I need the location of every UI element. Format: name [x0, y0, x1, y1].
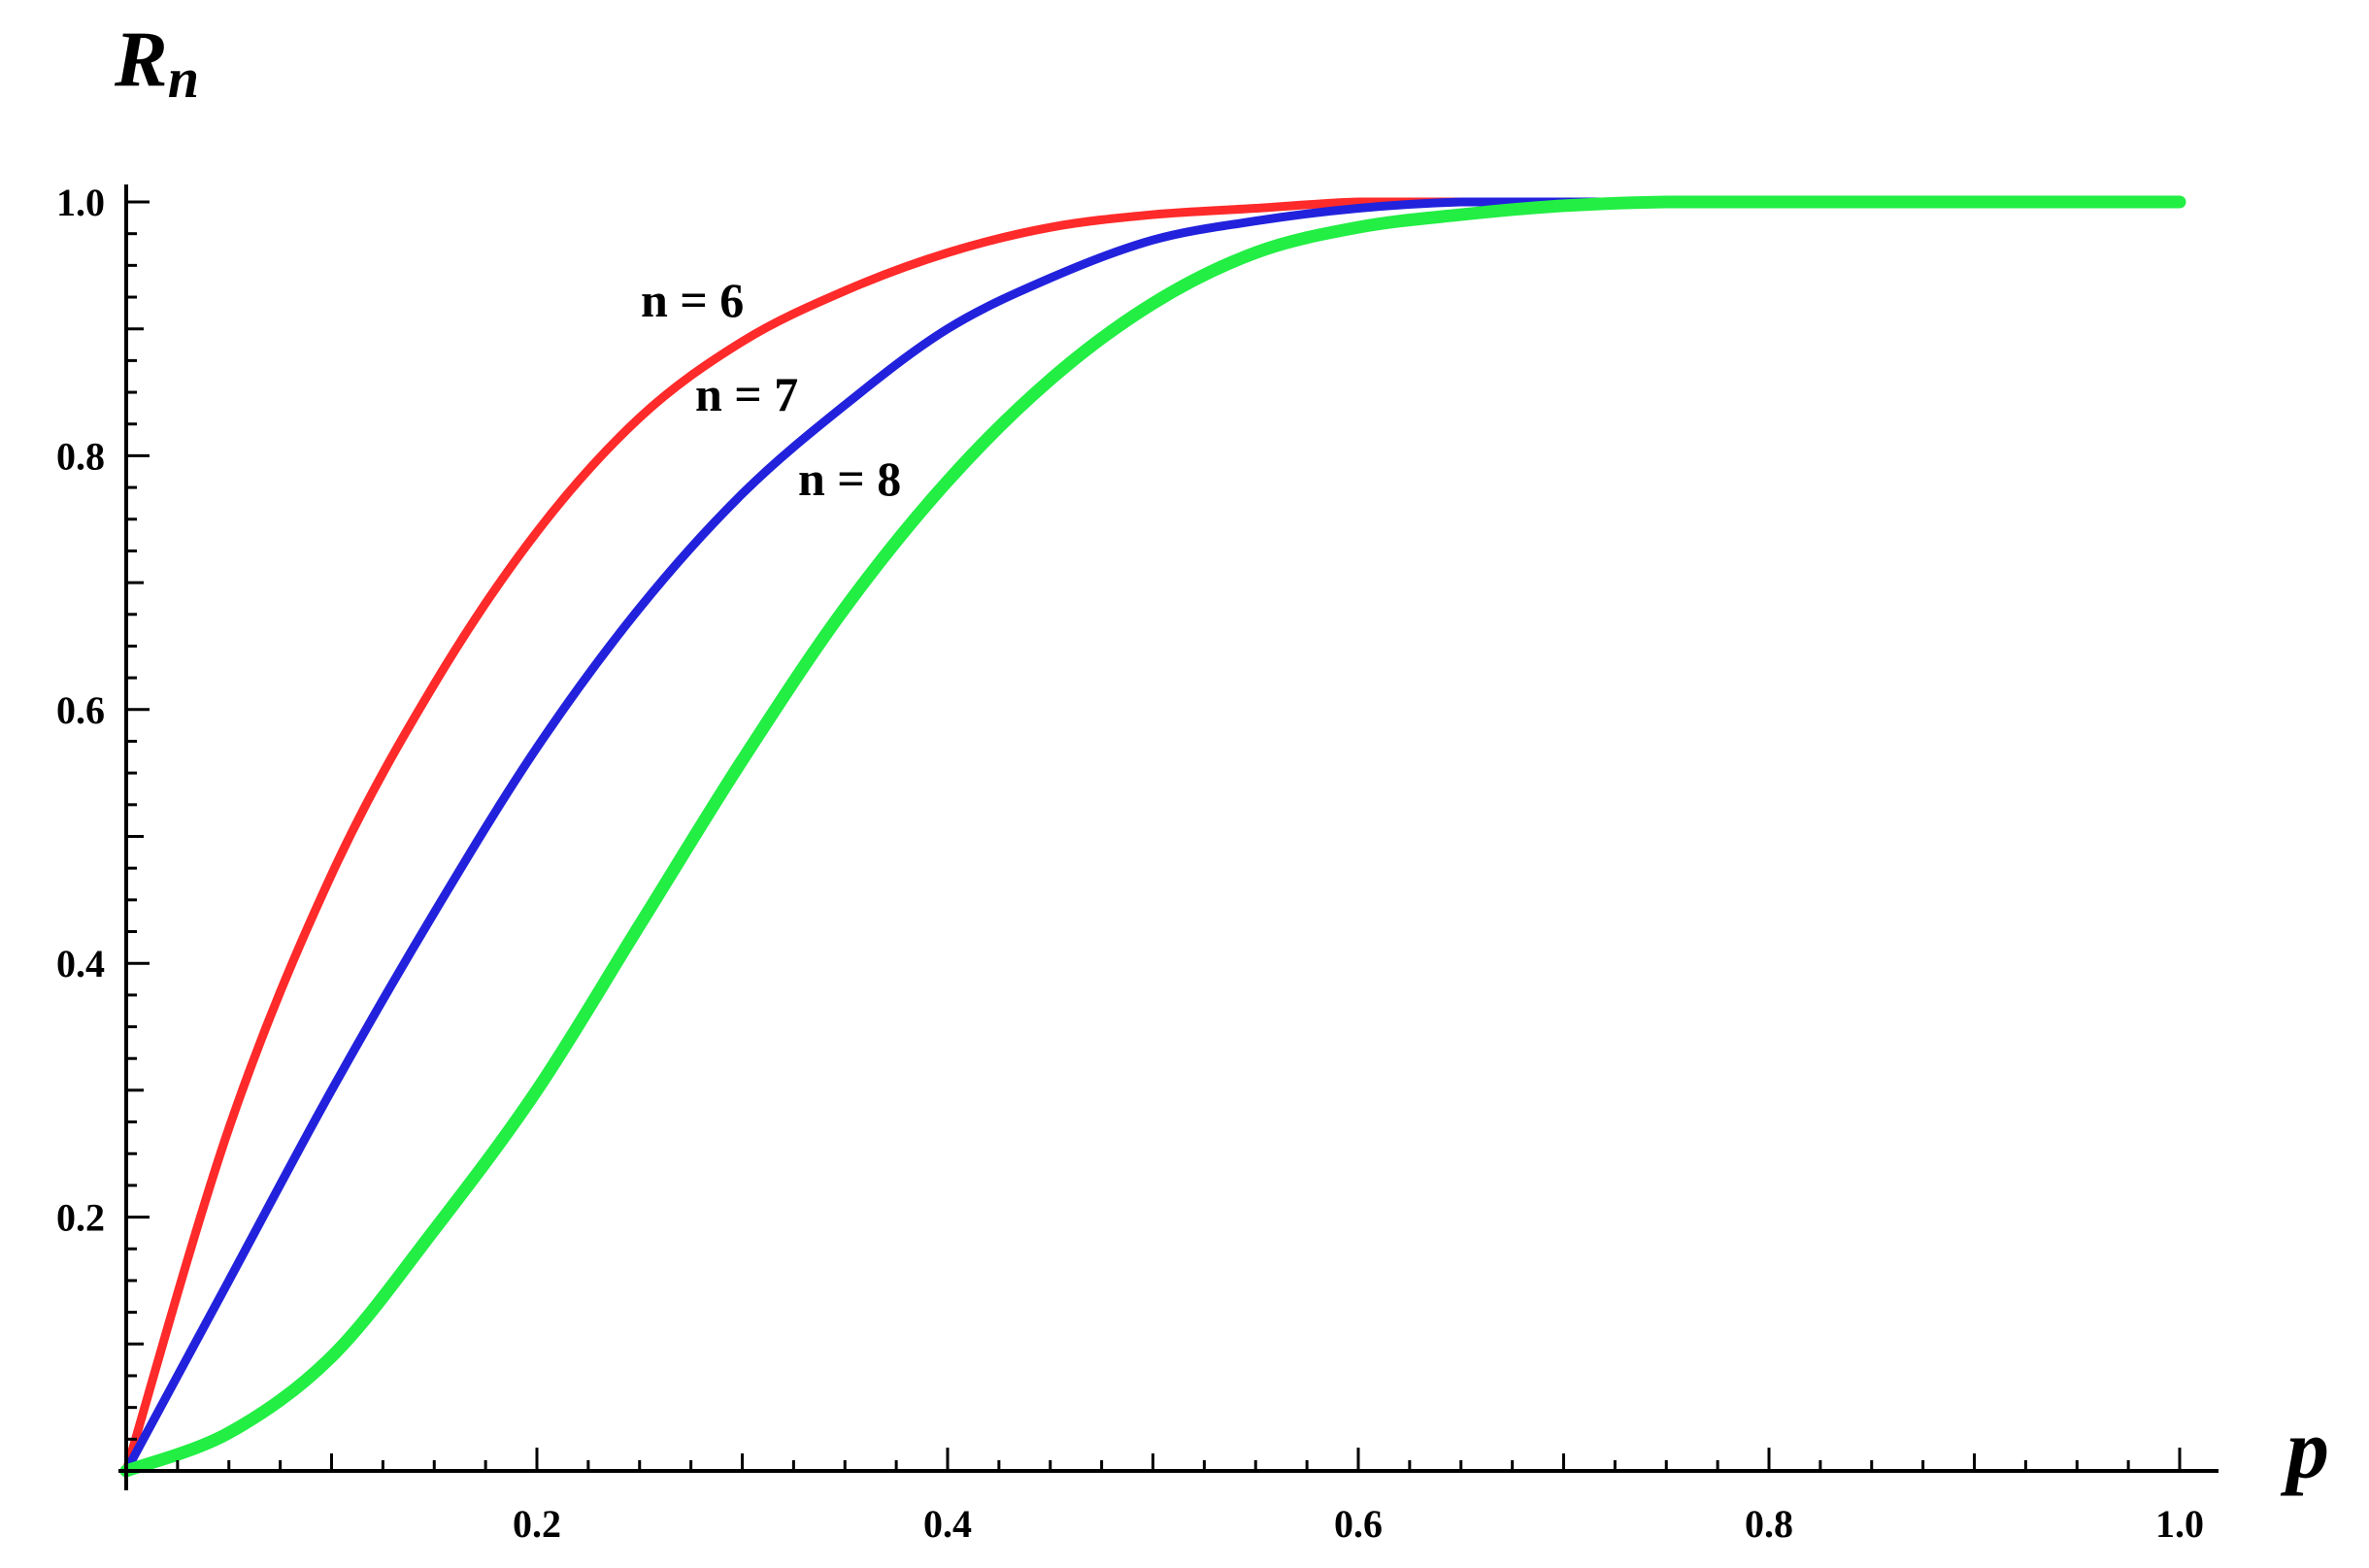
- x-tick-label: 0.4: [923, 1502, 972, 1546]
- x-tick-label: 0.8: [1745, 1502, 1793, 1546]
- y-axis-title-sub: n: [168, 47, 199, 110]
- y-tick-label: 0.8: [56, 434, 105, 478]
- y-tick-label: 0.2: [56, 1196, 105, 1240]
- y-tick-label: 0.4: [56, 942, 105, 985]
- series-n8-line: [119, 195, 2186, 1478]
- curve-label-n6: n = 6: [641, 273, 744, 327]
- x-tick-label: 0.6: [1334, 1502, 1383, 1546]
- axes-layer: [118, 184, 2219, 1490]
- ticks-layer: [126, 200, 2182, 1471]
- x-tick-label: 1.0: [2155, 1502, 2204, 1546]
- y-axis-title-main: R: [114, 15, 168, 103]
- x-tick-label: 0.2: [513, 1502, 561, 1546]
- y-axis-title: Rn: [114, 15, 199, 110]
- series-n6-line: [121, 197, 2185, 1476]
- tick-labels-layer: 0.2 0.4 0.6 0.8 1.0 0.2 0.4 0.6 0.8 1.0: [56, 181, 2204, 1546]
- curves-layer: [119, 195, 2186, 1478]
- series-n7-line: [121, 197, 2185, 1476]
- y-tick-label: 1.0: [56, 181, 105, 224]
- y-tick-label: 0.6: [56, 688, 105, 732]
- x-axis-title: p: [2280, 1403, 2329, 1497]
- curve-label-n7: n = 7: [695, 367, 798, 421]
- curve-label-n8: n = 8: [798, 451, 901, 506]
